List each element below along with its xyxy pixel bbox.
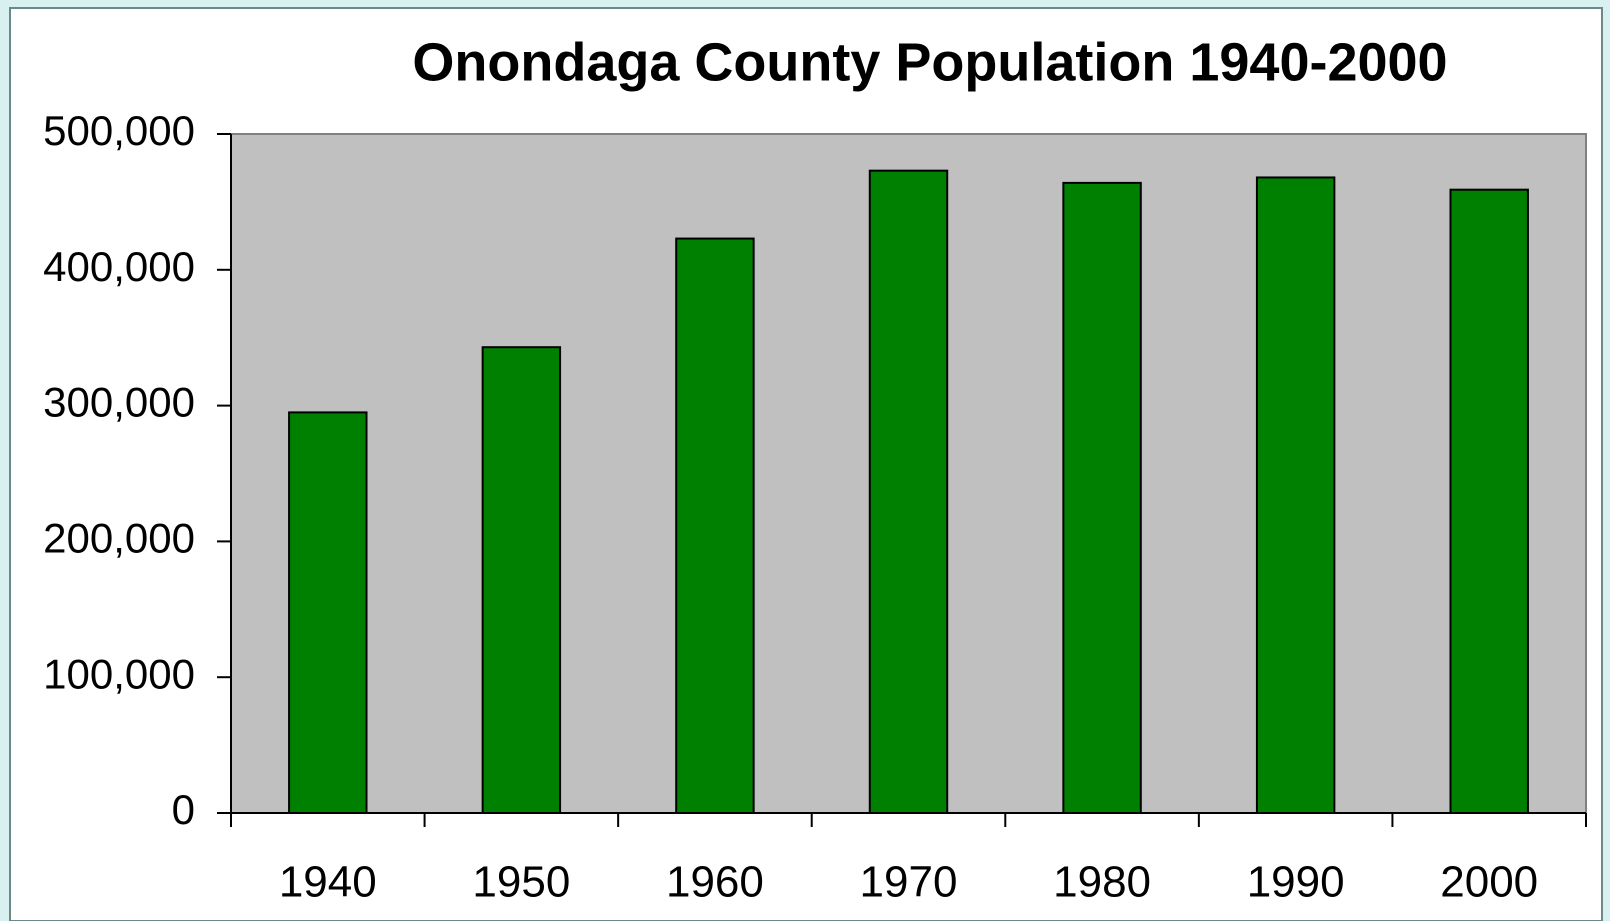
- bar: [1255, 176, 1336, 814]
- y-tick-label: 300,000: [43, 379, 195, 426]
- chart-title: Onondaga County Population 1940-2000: [412, 32, 1447, 92]
- x-tick-label: 1990: [1247, 858, 1345, 907]
- y-tick-label: 100,000: [43, 650, 195, 697]
- bar: [868, 169, 949, 814]
- bar: [1062, 181, 1142, 814]
- bar: [288, 411, 368, 814]
- bar: [675, 237, 755, 815]
- y-tick-label: 400,000: [43, 243, 195, 290]
- x-tick-label: 1970: [860, 858, 958, 907]
- x-tick-label: 1940: [279, 858, 377, 907]
- y-tick-label: 0: [172, 786, 195, 833]
- y-tick-label: 500,000: [43, 107, 195, 154]
- bar: [1449, 188, 1529, 815]
- x-tick-label: 1950: [472, 858, 570, 907]
- x-tick-label: 2000: [1440, 858, 1538, 907]
- y-tick-label: 200,000: [43, 514, 195, 561]
- x-tick-label: 1980: [1053, 858, 1151, 907]
- x-tick-label: 1960: [666, 858, 764, 907]
- bar: [481, 346, 562, 814]
